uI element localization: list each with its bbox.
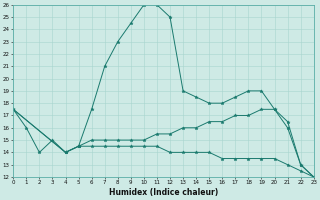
X-axis label: Humidex (Indice chaleur): Humidex (Indice chaleur): [109, 188, 218, 197]
